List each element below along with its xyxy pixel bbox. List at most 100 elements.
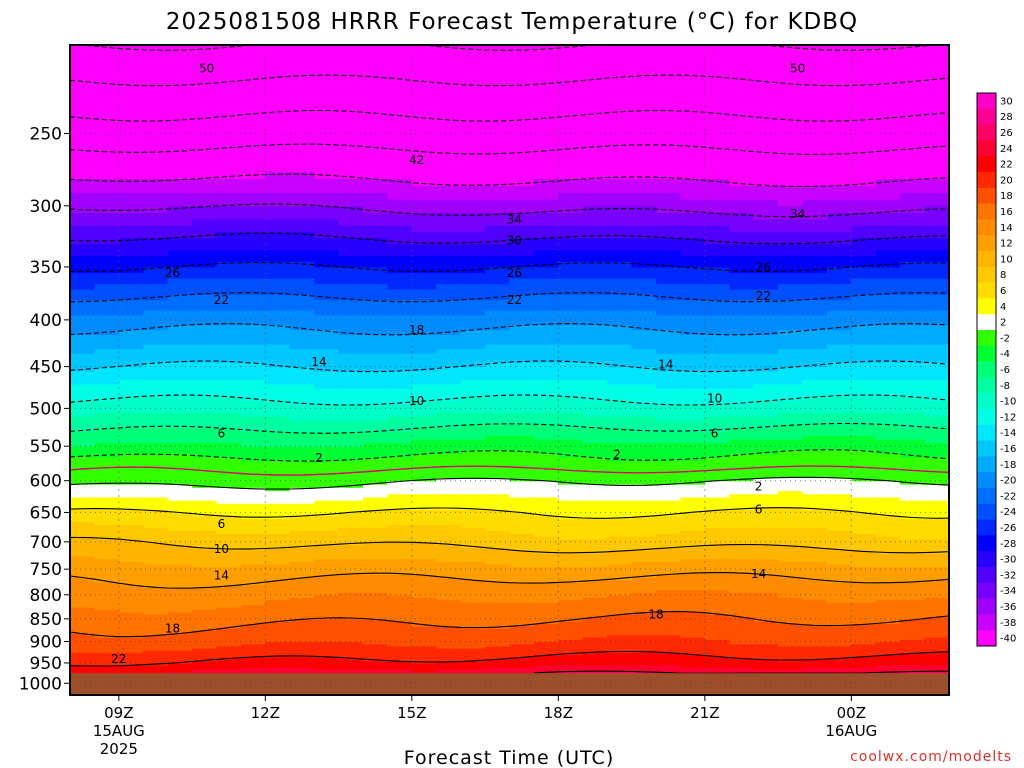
temperature-cell	[460, 283, 486, 290]
temperature-cell	[631, 449, 657, 454]
temperature-cell	[265, 370, 291, 376]
temperature-cell	[460, 550, 486, 554]
temperature-cell	[485, 524, 511, 528]
temperature-cell	[265, 192, 291, 200]
temperature-cell	[631, 487, 657, 492]
temperature-cell	[485, 108, 511, 118]
temperature-cell	[753, 117, 779, 127]
temperature-cell	[70, 309, 96, 316]
temperature-cell	[778, 628, 804, 631]
temperature-cell	[167, 547, 193, 551]
temperature-cell	[118, 149, 144, 158]
temperature-cell	[485, 225, 511, 232]
temperature-cell	[729, 487, 755, 492]
temperature-cell	[729, 156, 755, 165]
temperature-cell	[729, 521, 755, 526]
temperature-cell	[265, 460, 291, 465]
temperature-cell	[240, 108, 266, 118]
temperature-cell	[338, 449, 364, 454]
temperature-cell	[509, 141, 535, 150]
temperature-cell	[411, 594, 437, 598]
temperature-cell	[704, 54, 730, 65]
temperature-cell	[582, 641, 608, 645]
temperature-cell	[314, 566, 340, 570]
temperature-cell	[289, 553, 315, 557]
temperature-cell	[753, 304, 779, 311]
temperature-cell	[729, 541, 755, 546]
temperature-cell	[631, 375, 657, 381]
temperature-cell	[729, 625, 755, 629]
temperature-cell	[436, 463, 462, 468]
temperature-cell	[509, 404, 535, 409]
temperature-cell	[338, 237, 364, 245]
temperature-cell	[558, 621, 584, 625]
temperature-cell	[485, 460, 511, 465]
temperature-cell	[94, 637, 120, 640]
temperature-cell	[314, 474, 340, 478]
temperature-cell	[509, 261, 535, 268]
temperature-cell	[240, 658, 266, 662]
temperature-cell	[509, 82, 535, 93]
temperature-cell	[582, 563, 608, 568]
temperature-cell	[582, 334, 608, 340]
temperature-cell	[240, 149, 266, 158]
temperature-cell	[656, 577, 682, 581]
temperature-cell	[485, 667, 511, 670]
temperature-cell	[656, 237, 682, 245]
temperature-cell	[94, 604, 120, 608]
temperature-cell	[94, 456, 120, 461]
temperature-cell	[411, 357, 437, 363]
temperature-cell	[753, 577, 779, 581]
temperature-cell	[338, 467, 364, 472]
temperature-cell	[70, 656, 96, 660]
temperature-cell	[118, 616, 144, 620]
temperature-cell	[558, 149, 584, 158]
temperature-cell	[289, 125, 315, 135]
temperature-cell	[656, 518, 682, 523]
temperature-cell	[94, 314, 120, 321]
temperature-cell	[363, 117, 389, 127]
temperature-cell	[582, 599, 608, 603]
temperature-cell	[94, 117, 120, 127]
temperature-cell	[729, 652, 755, 656]
temperature-cell	[607, 518, 633, 523]
temperature-cell	[729, 329, 755, 336]
temperature-cell	[387, 164, 413, 172]
temperature-cell	[558, 524, 584, 528]
temperature-cell	[460, 493, 486, 498]
temperature-cell	[509, 637, 535, 640]
temperature-cell	[216, 353, 242, 359]
temperature-cell	[729, 396, 755, 401]
temperature-cell	[778, 453, 804, 458]
temperature-cell	[729, 566, 755, 570]
temperature-cell	[143, 611, 169, 615]
temperature-cell	[607, 343, 633, 350]
temperature-cell	[289, 616, 315, 620]
temperature-cell	[118, 309, 144, 316]
temperature-cell	[485, 487, 511, 492]
temperature-cell	[363, 178, 389, 187]
temperature-cell	[216, 671, 242, 674]
temperature-cell	[778, 569, 804, 573]
temperature-cell	[558, 243, 584, 251]
temperature-cell	[338, 463, 364, 468]
temperature-cell	[363, 512, 389, 517]
temperature-cell	[94, 416, 120, 421]
temperature-cell	[289, 442, 315, 447]
temperature-cell	[704, 524, 730, 528]
temperature-cell	[167, 654, 193, 658]
temperature-cell	[607, 171, 633, 180]
temperature-cell	[387, 496, 413, 501]
temperature-cell	[143, 218, 169, 226]
temperature-cell	[582, 506, 608, 510]
temperature-cell	[460, 650, 486, 653]
temperature-cell	[143, 533, 169, 537]
temperature-cell	[387, 431, 413, 436]
temperature-cell	[240, 571, 266, 576]
temperature-cell	[656, 582, 682, 586]
temperature-cell	[607, 294, 633, 301]
temperature-cell	[143, 205, 169, 213]
temperature-cell	[778, 299, 804, 306]
temperature-cell	[704, 283, 730, 290]
temperature-cell	[485, 400, 511, 405]
